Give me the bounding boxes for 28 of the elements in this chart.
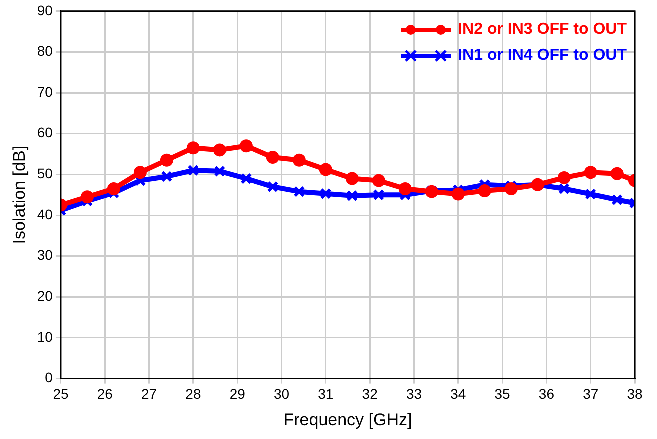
x-tick-label: 36 <box>538 386 555 402</box>
x-tick-label: 28 <box>186 386 202 402</box>
y-tick-label: 40 <box>37 206 54 222</box>
x-tick-label: 34 <box>450 386 466 402</box>
x-tick-label: 31 <box>318 386 334 402</box>
y-tick-label: 30 <box>37 247 54 264</box>
y-tick-label: 0 <box>45 370 54 386</box>
y-tick-label: 50 <box>37 166 54 182</box>
y-axis-title: Isolation [dB] <box>10 146 29 244</box>
x-tick-label: 35 <box>494 386 511 402</box>
x-tick-label: 38 <box>627 386 643 402</box>
y-tick-label: 60 <box>37 124 54 141</box>
legend-label: IN2 or IN3 OFF to OUT <box>458 20 627 40</box>
x-tick-label: 29 <box>230 386 246 402</box>
y-tick-label: 90 <box>37 2 54 18</box>
legend-label: IN1 or IN4 OFF to OUT <box>458 46 627 66</box>
y-tick-label: 20 <box>37 288 54 304</box>
x-tick-label: 25 <box>53 386 69 402</box>
x-tick-label: 30 <box>274 386 290 402</box>
x-tick-label: 27 <box>141 386 158 402</box>
x-tick-label: 33 <box>406 386 422 402</box>
x-tick-label: 26 <box>97 386 114 402</box>
x-tick-label: 32 <box>362 386 378 402</box>
y-tick-label: 80 <box>37 43 54 60</box>
x-axis-title: Frequency [GHz] <box>284 410 412 430</box>
y-tick-label: 10 <box>37 328 54 345</box>
y-tick-label: 70 <box>37 84 54 100</box>
x-tick-label: 37 <box>583 386 599 402</box>
